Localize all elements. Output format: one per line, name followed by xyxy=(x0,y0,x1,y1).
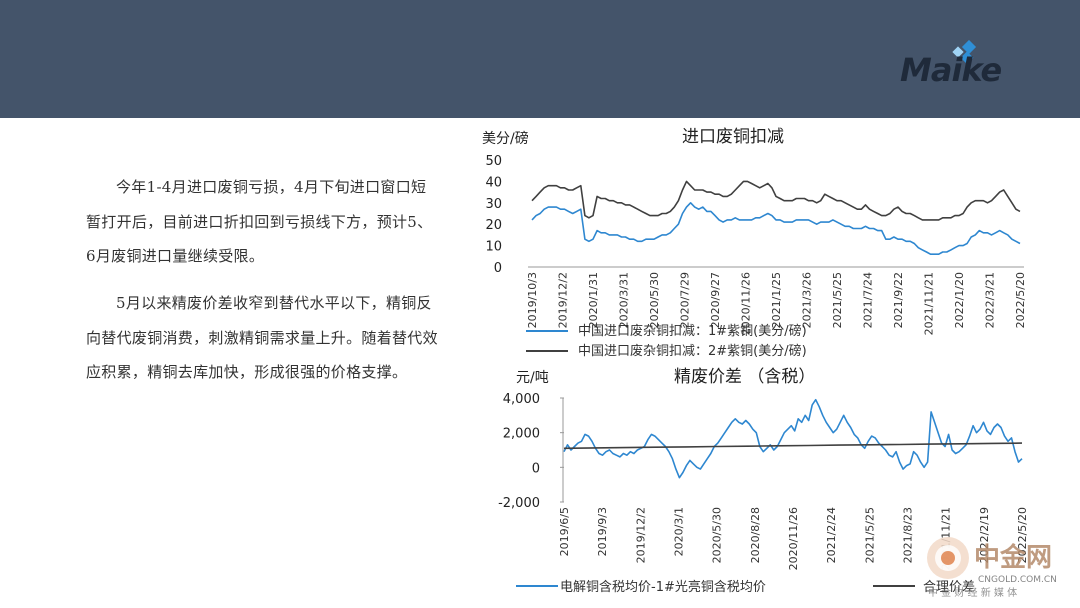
chart1-xtick-label: 2021/7/24 xyxy=(862,272,875,328)
chart1-legend-label-2: 中国进口废杂铜扣减：2#紫铜(美分/磅) xyxy=(578,343,807,359)
chart2-legend-label-2: 合理价差 xyxy=(923,580,975,595)
chart1-xtick-label: 2021/3/26 xyxy=(801,272,814,328)
chart2-xtick-label: 2021/5/25 xyxy=(863,507,876,563)
chart2-xtick-label: 2019/9/3 xyxy=(596,507,609,556)
chart1-xtick-label: 2020/7/29 xyxy=(679,272,692,328)
chart1-xtick-label: 2022/1/20 xyxy=(953,272,966,328)
chart1-xtick-label: 2021/5/25 xyxy=(831,272,844,328)
chart1-series-line-1 xyxy=(531,202,1021,255)
chart2-xtick-label: 2020/8/28 xyxy=(749,507,762,563)
watermark-url: CNGOLD.COM.CN xyxy=(978,575,1057,585)
chart1-ytick-label: 0 xyxy=(494,261,502,276)
chart1-ytick-label: 10 xyxy=(485,240,502,255)
chart1-ytick-label: 50 xyxy=(485,154,502,169)
logo-text: Maike xyxy=(900,51,1002,89)
chart2-xtick-label: 2019/12/2 xyxy=(634,507,647,563)
chart2-xtick-label: 2020/11/26 xyxy=(787,507,800,570)
chart1-ytick-label: 40 xyxy=(485,175,502,190)
chart1-xtick-label: 2019/10/3 xyxy=(526,272,539,328)
chart1-xtick-label: 2019/12/2 xyxy=(557,272,570,328)
chart1-xtick-label: 2020/3/31 xyxy=(618,272,631,328)
chart2-series-line-1 xyxy=(563,398,1023,479)
chart2-xtick-label: 2022/2/19 xyxy=(978,507,991,563)
header-bar: Maike xyxy=(0,0,1080,118)
chart1-ytick-label: 20 xyxy=(485,218,502,233)
chart1-legend: 中国进口废杂铜扣减：1#紫铜(美分/磅) 中国进口废杂铜扣减：2#紫铜(美分/磅… xyxy=(526,323,807,359)
chart2-xtick-label: 2022/5/20 xyxy=(1016,507,1029,563)
chart1-xtick-label: 2021/11/21 xyxy=(923,272,936,335)
chart1-xtick-label: 2021/1/25 xyxy=(770,272,783,328)
chart2-series-line-2 xyxy=(563,442,1023,450)
chart1-xtick-label: 2020/9/27 xyxy=(709,272,722,328)
chart2-legend-label-1: 电解铜含税均价-1#光亮铜含税均价 xyxy=(560,579,766,595)
chart2-ytick-label: 2,000 xyxy=(503,427,540,442)
chart1-xtick-label: 2022/3/21 xyxy=(984,272,997,328)
chart2-xtick-label: 2020/3/1 xyxy=(673,507,686,556)
watermark-tagline: 中 金 财 经 新 媒 体 xyxy=(928,586,1017,599)
chart1-xtick-label: 2021/9/22 xyxy=(892,272,905,328)
chart2-title: 精废价差 （含税） xyxy=(674,367,815,387)
chart1-legend-label-1: 中国进口废杂铜扣减：1#紫铜(美分/磅) xyxy=(578,323,807,339)
chart1-title: 进口废铜扣减 xyxy=(682,127,784,147)
chart2-ytick-label: 4,000 xyxy=(503,392,540,407)
chart2-legend: 电解铜含税均价-1#光亮铜含税均价 合理价差 xyxy=(516,579,975,595)
logo-square-2 xyxy=(961,40,977,55)
chart2-ylabel: 元/吨 xyxy=(516,370,549,386)
chart1-ytick-label: 30 xyxy=(485,197,502,212)
chart2-xtick-label: 2021/8/23 xyxy=(902,507,915,563)
chart2-ytick-label: 0 xyxy=(532,461,540,476)
analysis-paragraph-1: 今年1-4月进口废铜亏损，4月下旬进口窗口短暂打开后，目前进口折扣回到亏损线下方… xyxy=(86,178,433,265)
chart1-xtick-label: 2022/5/20 xyxy=(1014,272,1027,328)
chart1-xtick-label: 2020/5/30 xyxy=(648,272,661,328)
watermark-brand: 中金网 xyxy=(974,542,1052,573)
chart1-ylabel: 美分/磅 xyxy=(482,130,529,147)
chart2-xtick-label: 2020/5/30 xyxy=(711,507,724,563)
analysis-paragraph-2: 5月以来精废价差收窄到替代水平以下，精铜反向替代废铜消费，刺激精铜需求量上升。随… xyxy=(86,294,438,381)
chart2-xtick-label: 2021/2/24 xyxy=(825,507,838,563)
chart1-xtick-label: 2020/11/26 xyxy=(740,272,753,335)
chart2-ytick-label: -2,000 xyxy=(498,496,540,511)
chart2-xtick-label: 2019/6/5 xyxy=(558,507,571,556)
chart1-xtick-label: 2020/1/31 xyxy=(587,272,600,328)
cngold-watermark: 中金网 CNGOLD.COM.CN 中 金 财 经 新 媒 体 xyxy=(927,537,1057,599)
maike-logo: Maike xyxy=(900,40,1003,89)
chart1-series-line-2 xyxy=(531,180,1021,221)
scrap-copper-discount-chart: 美分/磅 进口废铜扣减 0 10 20 30 40 50 2019/10/3 2019/12… xyxy=(482,127,1027,359)
